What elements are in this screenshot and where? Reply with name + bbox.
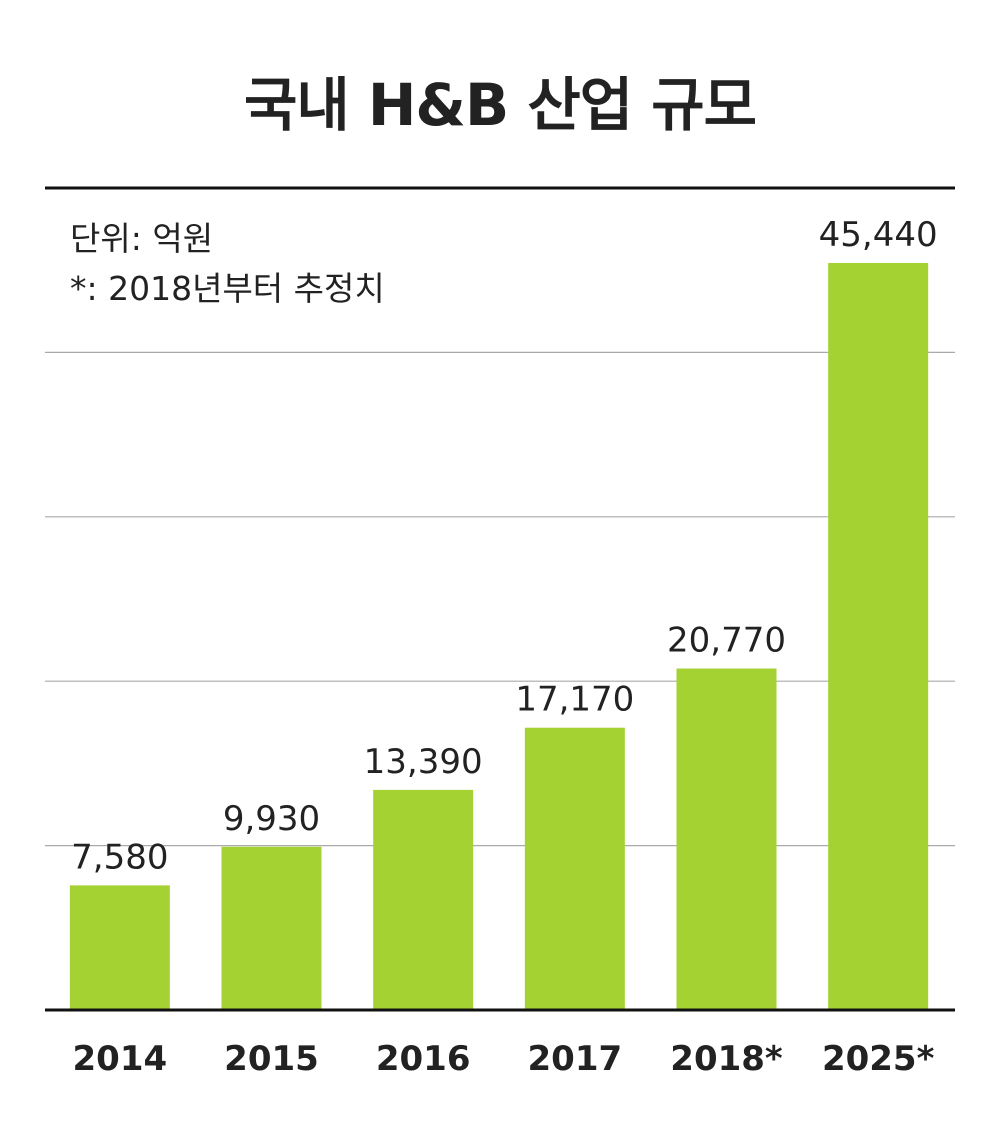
bar-2015 bbox=[221, 846, 322, 1010]
bars bbox=[69, 262, 929, 1010]
x-tick-labels: 2014 2015 2016 2017 2018* 2025* bbox=[73, 1039, 935, 1079]
value-labels: 7,580 9,930 13,390 17,170 20,770 45,440 bbox=[71, 215, 937, 877]
value-label-2018-est: 20,770 bbox=[667, 621, 786, 661]
x-tick-label-2017: 2017 bbox=[528, 1039, 623, 1079]
grid-lines bbox=[45, 351, 955, 847]
x-tick-label-2025-est: 2025* bbox=[822, 1039, 935, 1079]
bar-2014 bbox=[69, 885, 170, 1010]
bar-2018-est bbox=[676, 668, 777, 1010]
unit-note: 단위: 억원 bbox=[70, 219, 214, 258]
value-label-2017: 17,170 bbox=[515, 680, 634, 720]
x-tick-label-2015: 2015 bbox=[224, 1039, 319, 1079]
value-label-2025-est: 45,440 bbox=[819, 215, 938, 255]
bar-2017 bbox=[524, 727, 625, 1010]
bar-2025-est bbox=[828, 262, 929, 1010]
axes bbox=[45, 186, 955, 1012]
value-label-2015: 9,930 bbox=[223, 799, 320, 839]
chart-title: 국내 H&B 산업 규모 bbox=[243, 71, 757, 139]
value-label-2014: 7,580 bbox=[71, 837, 168, 877]
x-tick-label-2016: 2016 bbox=[376, 1039, 471, 1079]
x-tick-label-2018-est: 2018* bbox=[670, 1039, 783, 1079]
x-tick-label-2014: 2014 bbox=[73, 1039, 168, 1079]
bar-2016 bbox=[373, 789, 474, 1010]
estimate-note: *: 2018년부터 추정치 bbox=[70, 269, 385, 308]
value-label-2016: 13,390 bbox=[364, 742, 483, 782]
